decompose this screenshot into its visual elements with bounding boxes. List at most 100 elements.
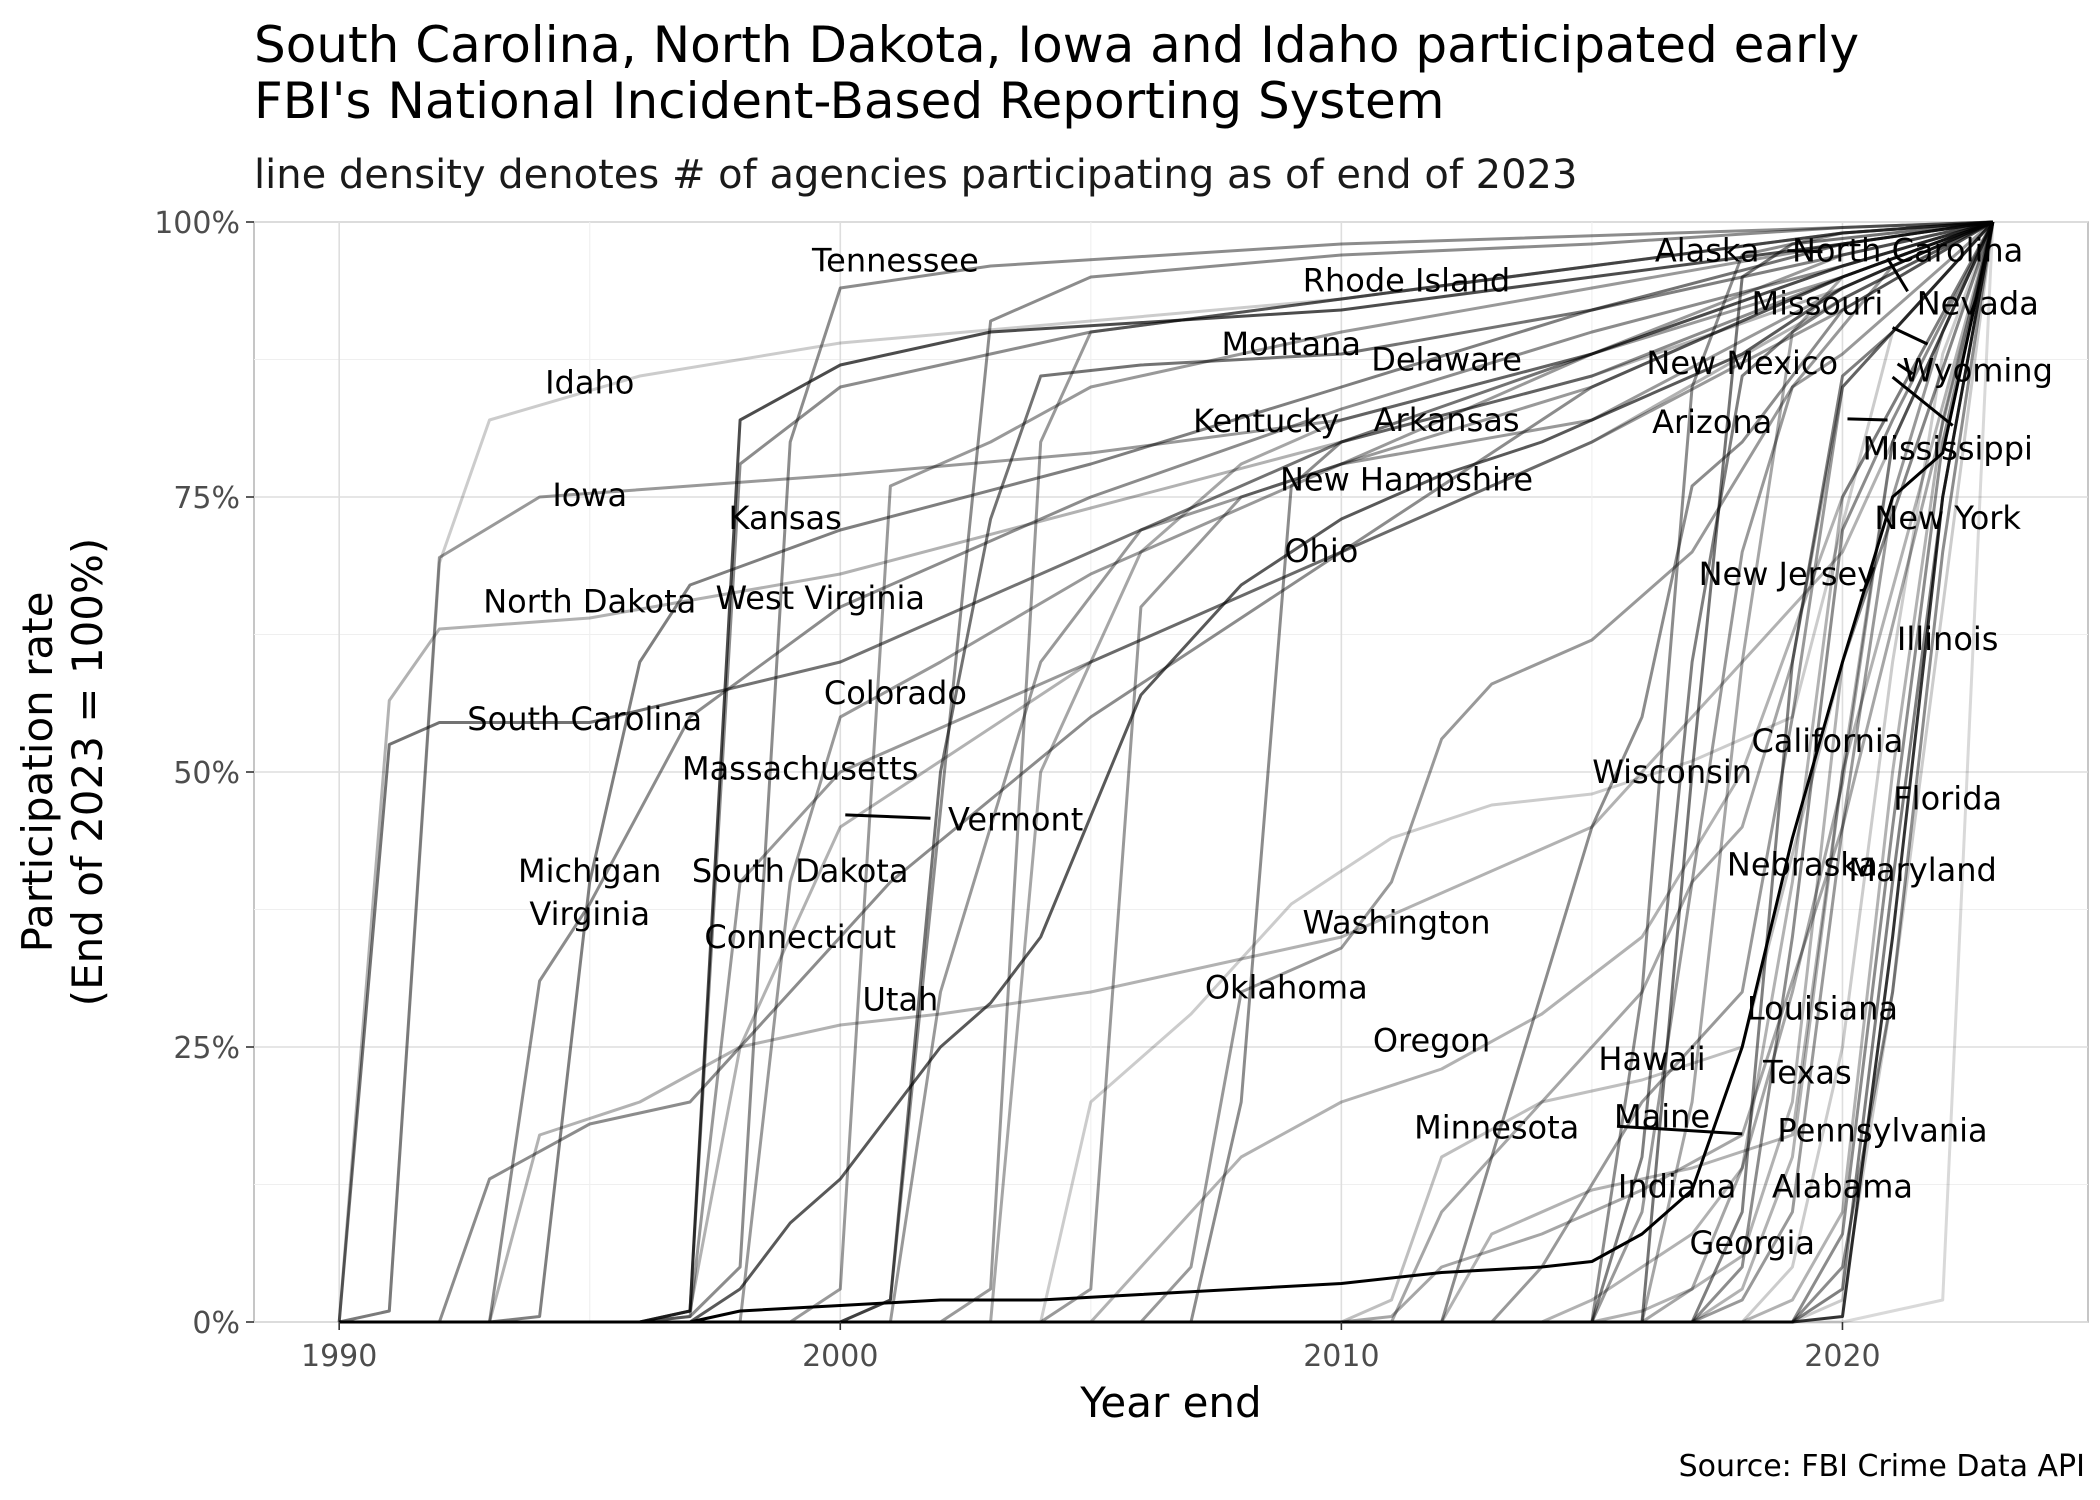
y-axis-title-line: (End of 2023 = 100%) [63, 538, 112, 1007]
state-label-south-dakota: South Dakota [692, 852, 909, 890]
series-line-tennessee [339, 220, 1993, 1324]
leader-layer [845, 249, 1954, 1136]
series-line-utah [339, 221, 1995, 1324]
state-label-mississippi: Mississippi [1862, 430, 2032, 468]
state-label-delaware: Delaware [1371, 341, 1522, 379]
state-label-oregon: Oregon [1373, 1021, 1491, 1059]
chart-title-line: FBI's National Incident-Based Reporting … [254, 72, 1444, 130]
series-line-indiana [339, 221, 1995, 1324]
state-label-west-virginia: West Virginia [715, 579, 925, 617]
label-leader-line [1886, 257, 1909, 293]
chart-caption: Source: FBI Crime Data API [1679, 1449, 2085, 1484]
series-line-kentucky [339, 220, 1994, 1324]
series-line-delaware [339, 220, 1993, 1324]
series-line-washington [339, 220, 1994, 1324]
state-label-rhode-island: Rhode Island [1303, 261, 1510, 299]
series-line-iowa [338, 220, 1994, 1324]
series-line-maine [339, 221, 1995, 1324]
state-label-virginia: Virginia [529, 895, 650, 933]
series-line-new-mexico [339, 220, 1994, 1324]
state-label-south-carolina: South Carolina [467, 700, 702, 738]
series-line-colorado [339, 220, 1994, 1324]
state-label-pennsylvania: Pennsylvania [1777, 1112, 1987, 1150]
state-label-alaska: Alaska [1655, 232, 1760, 270]
state-label-georgia: Georgia [1690, 1224, 1815, 1262]
label-leader-line [1787, 249, 1823, 254]
x-tick-label: 2010 [1303, 1339, 1379, 1374]
label-leader-line [1847, 417, 1888, 422]
state-label-hawaii: Hawaii [1598, 1040, 1705, 1078]
state-label-montana: Montana [1222, 325, 1362, 363]
state-label-new-mexico: New Mexico [1646, 344, 1838, 382]
tick-layer: 0% 25% 50% 75% 100% 1990 2000 2010 2020 [154, 206, 1880, 1374]
series-line-wisconsin [339, 220, 1994, 1324]
y-axis-title: Participation rate(End of 2023 = 100%) [13, 538, 112, 1007]
series-line-north-dakota [337, 220, 1994, 1323]
x-tick-label: 1990 [301, 1339, 377, 1374]
label-leader-line [1896, 362, 1914, 376]
state-label-florida: Florida [1893, 779, 2002, 817]
x-axis-title: Year end [1079, 1378, 1261, 1427]
series-line-unlabeled [339, 221, 1995, 1324]
state-label-wisconsin: Wisconsin [1592, 753, 1752, 791]
series-line-michigan [339, 220, 1994, 1324]
series-line-oklahoma [339, 220, 1994, 1324]
series-line-massachusetts [339, 220, 1994, 1324]
state-label-indiana: Indiana [1618, 1168, 1736, 1206]
state-label-massachusetts: Massachusetts [682, 750, 918, 788]
series-line-new-jersey [339, 220, 1994, 1324]
chart-title-line: South Carolina, North Dakota, Iowa and I… [254, 16, 1859, 74]
state-label-alabama: Alabama [1772, 1168, 1913, 1206]
chart-subtitle: line density denotes # of agencies parti… [254, 152, 1577, 198]
label-layer: Tennessee Rhode Island Alaska North Carolin… [467, 232, 2053, 1262]
series-line-georgia [339, 221, 1995, 1324]
state-label-arkansas: Arkansas [1374, 401, 1520, 439]
series-line-california [339, 221, 1995, 1324]
state-label-new-hampshire: New Hampshire [1280, 460, 1533, 498]
state-label-washington: Washington [1302, 904, 1490, 942]
state-label-nevada: Nevada [1917, 284, 2039, 322]
series-line-new-hampshire [339, 220, 1994, 1324]
state-label-missouri: Missouri [1752, 284, 1884, 322]
y-tick-label: 75% [173, 481, 240, 516]
state-label-maine: Maine [1614, 1097, 1710, 1135]
state-label-idaho: Idaho [545, 364, 634, 402]
state-label-north-dakota: North Dakota [483, 583, 696, 621]
series-line-connecticut [339, 220, 1994, 1324]
state-label-illinois: Illinois [1897, 620, 1999, 658]
series-line-south-carolina [337, 220, 1994, 1323]
label-leader-line [1616, 1124, 1743, 1136]
state-label-colorado: Colorado [824, 674, 967, 712]
series-line-oregon [339, 221, 1995, 1324]
state-label-michigan: Michigan [518, 852, 661, 890]
series-line-pennsylvania [339, 221, 1995, 1324]
y-axis-title-line: Participation rate [13, 592, 62, 953]
series-line-montana [339, 220, 1994, 1324]
state-label-oklahoma: Oklahoma [1205, 969, 1368, 1007]
state-label-north-carolina: North Carolina [1792, 232, 2023, 270]
series-layer [337, 220, 1995, 1324]
series-line-rhode-island [339, 220, 1993, 1324]
state-label-kentucky: Kentucky [1193, 402, 1339, 440]
series-line-minnesota [339, 221, 1995, 1324]
series-line-hawaii [339, 221, 1995, 1324]
state-label-new-york: New York [1874, 499, 2021, 537]
state-label-kansas: Kansas [729, 499, 842, 537]
y-tick-label: 100% [154, 206, 240, 241]
state-label-maryland: Maryland [1848, 851, 1996, 889]
chart-title: South Carolina, North Dakota, Iowa and I… [254, 16, 1859, 130]
y-tick-label: 25% [173, 1031, 240, 1066]
state-label-minnesota: Minnesota [1414, 1108, 1579, 1146]
state-label-ohio: Ohio [1284, 532, 1358, 570]
series-line-wyoming [339, 220, 1994, 1324]
state-label-texas: Texas [1762, 1053, 1851, 1091]
state-label-utah: Utah [862, 981, 938, 1019]
series-line-arkansas [339, 220, 1994, 1324]
state-label-iowa: Iowa [552, 476, 627, 514]
series-line-unlabeled [339, 221, 1995, 1324]
label-leader-line [845, 813, 931, 820]
series-line-idaho [338, 220, 1993, 1324]
series-line-mississippi [339, 221, 1995, 1324]
